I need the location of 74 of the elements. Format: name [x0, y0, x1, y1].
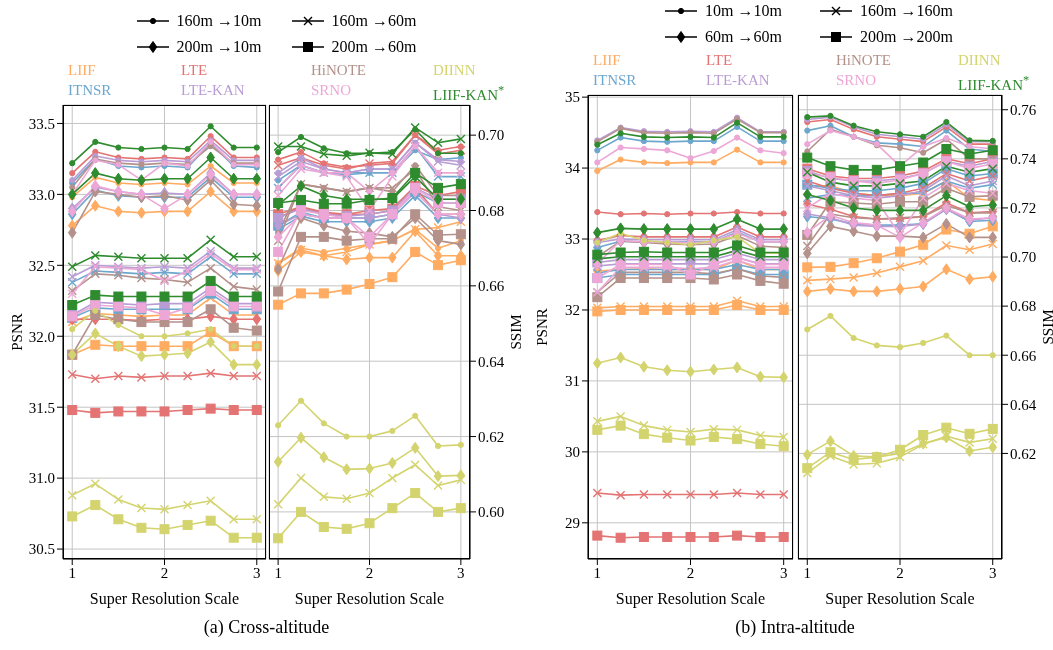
y-tick-label: 0.70 — [478, 127, 505, 144]
y-tick-label: 35 — [565, 89, 580, 106]
x-tick-label: 3 — [457, 564, 465, 581]
y-tick-label: 33.0 — [28, 186, 55, 203]
text: (b) Intra-altitude — [734, 617, 856, 638]
text: 200m →10m — [176, 37, 262, 57]
text: (a) Cross-altitude — [202, 617, 331, 638]
y-tick-label: 31 — [565, 373, 580, 390]
text: SRNO — [311, 81, 352, 99]
y-tick-label: 0.64 — [1010, 396, 1037, 413]
text: HiNOTE — [836, 51, 891, 69]
x-tick-label: 2 — [686, 564, 695, 581]
y-tick-label: 29 — [565, 515, 580, 532]
x-axis-title: Super Resolution Scale — [615, 590, 766, 608]
y-axis-title: PSNR — [534, 308, 551, 346]
text: 200m →60m — [331, 37, 417, 57]
x-tick-label: 2 — [160, 564, 169, 581]
text: 160m →60m — [331, 11, 417, 31]
text: ITNSR — [68, 81, 112, 99]
y-tick-label: 0.68 — [478, 202, 505, 219]
x-tick-label: 3 — [779, 564, 788, 581]
text: 160m →160m — [860, 1, 953, 21]
y-tick-label: 0.70 — [1010, 249, 1037, 266]
x-tick-label: 2 — [896, 564, 904, 581]
y-tick-label: 32 — [565, 302, 580, 319]
x-tick-label: 2 — [365, 564, 374, 581]
y-tick-label: 30.5 — [28, 541, 55, 558]
text: ITNSR — [593, 71, 637, 89]
x-axis-title: Super Resolution Scale — [89, 590, 240, 608]
x-tick-label: 1 — [803, 564, 812, 581]
y-tick-label: 32.5 — [28, 257, 55, 274]
text: 160m →10m — [176, 11, 262, 31]
text: SRNO — [836, 71, 877, 89]
x-axis-title: Super Resolution Scale — [825, 590, 975, 608]
y-tick-label: 0.74 — [1010, 151, 1037, 168]
text: LTE-KAN — [181, 81, 245, 99]
y-tick-label: 31.0 — [28, 470, 55, 487]
y-tick-label: 0.72 — [1010, 200, 1037, 217]
x-tick-label: 1 — [593, 564, 602, 581]
x-axis-title: Super Resolution Scale — [294, 590, 445, 608]
y-axis-title: SSIM — [508, 314, 525, 350]
x-tick-label: 3 — [988, 564, 997, 581]
text: LIIF — [593, 51, 621, 69]
y-tick-label: 33.5 — [28, 115, 55, 132]
text: HiNOTE — [311, 61, 366, 79]
x-tick-label: 3 — [253, 564, 261, 581]
x-tick-label: 1 — [68, 564, 76, 581]
text: LIIF-KAN$^{*}$ — [958, 72, 1030, 94]
text: LTE — [706, 51, 733, 69]
text: LIIF — [68, 61, 96, 79]
y-tick-label: 0.68 — [1010, 298, 1037, 315]
text: DIINN — [958, 51, 1001, 69]
y-tick-label: 34 — [565, 160, 581, 177]
text: 60m →60m — [705, 27, 782, 47]
y-tick-label: 0.66 — [478, 278, 505, 295]
y-tick-label: 0.62 — [478, 428, 505, 445]
text: 10m →10m — [705, 1, 782, 21]
y-tick-label: 0.60 — [478, 504, 505, 521]
y-tick-label: 31.5 — [28, 399, 55, 416]
y-tick-label: 0.76 — [1010, 102, 1037, 119]
text: LTE-KAN — [706, 71, 770, 89]
y-tick-label: 0.64 — [478, 353, 505, 370]
x-tick-label: 1 — [274, 564, 282, 581]
y-tick-label: 32.0 — [28, 328, 55, 345]
y-tick-label: 0.62 — [1010, 445, 1037, 462]
text: 200m →200m — [860, 27, 953, 47]
y-tick-label: 30 — [565, 444, 580, 461]
y-tick-label: 0.66 — [1010, 347, 1037, 364]
text: DIINN — [433, 61, 476, 79]
y-axis-title: PSNR — [9, 313, 26, 351]
y-tick-label: 33 — [565, 231, 580, 248]
y-axis-title: SSIM — [1040, 309, 1053, 345]
text: LTE — [181, 61, 208, 79]
text: LIIF-KAN$^{*}$ — [433, 82, 505, 104]
